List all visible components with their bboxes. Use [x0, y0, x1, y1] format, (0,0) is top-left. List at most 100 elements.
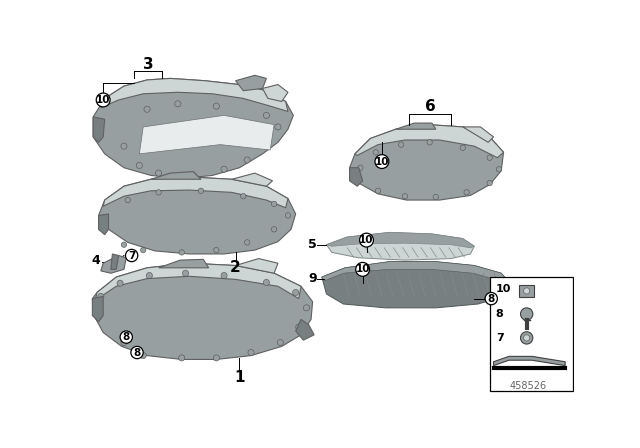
Circle shape: [241, 194, 246, 199]
Circle shape: [125, 198, 131, 203]
Circle shape: [263, 142, 269, 148]
Circle shape: [485, 293, 497, 305]
Circle shape: [375, 188, 381, 194]
Polygon shape: [326, 233, 474, 260]
Circle shape: [96, 93, 110, 107]
Text: 3: 3: [143, 57, 154, 72]
Circle shape: [214, 247, 219, 253]
Circle shape: [147, 272, 152, 279]
Polygon shape: [101, 78, 288, 112]
Circle shape: [182, 270, 189, 276]
Circle shape: [271, 227, 276, 232]
Polygon shape: [99, 177, 296, 254]
Polygon shape: [463, 127, 493, 142]
Circle shape: [136, 162, 143, 168]
Text: 458526: 458526: [509, 381, 547, 392]
Circle shape: [263, 112, 269, 118]
Circle shape: [403, 194, 408, 199]
Polygon shape: [355, 125, 504, 158]
Polygon shape: [262, 85, 288, 102]
Circle shape: [244, 240, 250, 245]
Circle shape: [221, 166, 227, 172]
Polygon shape: [93, 78, 293, 178]
Text: 10: 10: [359, 235, 374, 245]
FancyBboxPatch shape: [519, 285, 534, 297]
Circle shape: [244, 157, 250, 163]
Polygon shape: [296, 319, 314, 340]
Circle shape: [360, 233, 373, 247]
Circle shape: [285, 213, 291, 218]
Circle shape: [520, 308, 533, 320]
Circle shape: [356, 263, 369, 276]
Polygon shape: [111, 254, 118, 269]
Circle shape: [179, 250, 184, 255]
Polygon shape: [349, 125, 504, 200]
Circle shape: [373, 150, 378, 155]
Circle shape: [140, 353, 147, 359]
Circle shape: [524, 335, 530, 341]
Circle shape: [399, 142, 404, 147]
Circle shape: [524, 288, 530, 294]
Circle shape: [427, 140, 433, 145]
Circle shape: [496, 167, 502, 172]
Polygon shape: [92, 263, 312, 359]
Text: 1: 1: [234, 370, 244, 385]
Polygon shape: [349, 168, 363, 186]
Text: 8: 8: [488, 293, 495, 304]
Circle shape: [358, 165, 363, 170]
Polygon shape: [322, 262, 511, 308]
Circle shape: [141, 247, 146, 253]
Polygon shape: [93, 117, 105, 142]
Text: 10: 10: [374, 156, 389, 167]
Text: 6: 6: [425, 99, 436, 114]
Circle shape: [460, 145, 465, 151]
Polygon shape: [326, 233, 474, 248]
Polygon shape: [140, 116, 274, 154]
Circle shape: [520, 332, 533, 344]
Circle shape: [263, 280, 269, 285]
Text: 7: 7: [496, 333, 504, 343]
Circle shape: [117, 280, 123, 286]
Polygon shape: [322, 262, 511, 285]
Bar: [490, 277, 573, 391]
Polygon shape: [236, 75, 266, 91]
Text: 7: 7: [128, 250, 135, 260]
Text: 5: 5: [308, 238, 317, 251]
Circle shape: [121, 143, 127, 149]
Circle shape: [277, 340, 284, 345]
Circle shape: [487, 155, 492, 160]
Circle shape: [375, 155, 389, 168]
Polygon shape: [232, 173, 273, 186]
Circle shape: [464, 190, 469, 195]
Circle shape: [144, 106, 150, 112]
Polygon shape: [101, 255, 126, 273]
Circle shape: [98, 293, 104, 299]
Circle shape: [271, 201, 276, 207]
Text: 10: 10: [96, 95, 111, 105]
Polygon shape: [159, 259, 209, 268]
Polygon shape: [396, 123, 436, 129]
Polygon shape: [99, 214, 109, 235]
Circle shape: [190, 172, 196, 178]
Circle shape: [213, 103, 220, 109]
Circle shape: [179, 355, 185, 361]
Circle shape: [120, 331, 132, 343]
Polygon shape: [92, 296, 103, 322]
Polygon shape: [236, 258, 278, 273]
Circle shape: [156, 190, 161, 195]
Polygon shape: [103, 177, 288, 208]
Circle shape: [292, 289, 299, 296]
Circle shape: [125, 250, 138, 262]
Circle shape: [303, 305, 310, 311]
Circle shape: [213, 355, 220, 361]
Circle shape: [487, 181, 492, 186]
Text: 10: 10: [355, 264, 370, 274]
Circle shape: [296, 324, 302, 330]
Circle shape: [105, 266, 109, 270]
Text: 2: 2: [230, 260, 241, 276]
Text: 9: 9: [308, 272, 317, 285]
Text: 8: 8: [133, 348, 141, 358]
Circle shape: [198, 188, 204, 194]
Polygon shape: [151, 172, 201, 179]
Circle shape: [248, 349, 254, 356]
